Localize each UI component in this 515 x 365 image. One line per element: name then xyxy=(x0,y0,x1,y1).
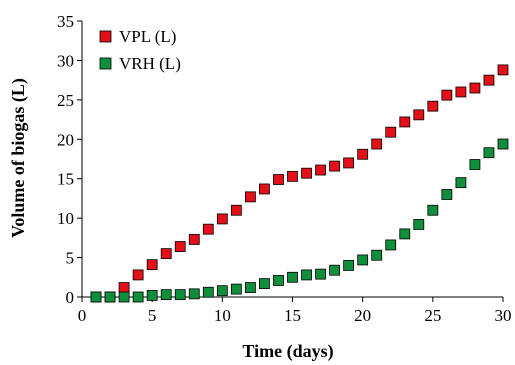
data-point-marker xyxy=(174,289,186,301)
data-point-marker xyxy=(301,269,312,281)
y-axis-ticks: 0 5 10 15 20 25 30 35 xyxy=(57,12,82,307)
data-point-marker xyxy=(118,291,130,303)
data-point-marker xyxy=(469,159,481,170)
y-tick-label: 35 xyxy=(57,12,74,31)
data-point-marker xyxy=(188,234,200,245)
data-point-marker xyxy=(413,219,425,230)
data-point-marker xyxy=(259,278,270,289)
data-point-marker xyxy=(230,204,242,216)
data-point-marker xyxy=(357,254,369,266)
data-point-marker xyxy=(427,100,439,112)
data-point-marker xyxy=(385,239,397,251)
data-point-marker xyxy=(329,264,341,276)
data-point-marker xyxy=(230,283,242,295)
x-axis-title: Time (days) xyxy=(242,341,333,362)
data-point-marker xyxy=(132,291,144,303)
data-point-marker xyxy=(188,288,200,300)
y-tick-label: 10 xyxy=(57,209,74,228)
data-point-marker xyxy=(497,64,509,76)
data-markers xyxy=(90,64,509,303)
x-tick-label: 0 xyxy=(78,306,87,325)
data-point-marker xyxy=(160,289,172,301)
data-point-marker xyxy=(399,116,411,128)
legend-swatch-vpl xyxy=(99,30,112,43)
data-point-marker xyxy=(244,191,256,203)
series-vrh xyxy=(90,138,509,303)
series-vpl xyxy=(90,64,509,303)
data-point-marker xyxy=(357,148,369,160)
y-axis-title: Volume of biogas (L) xyxy=(8,78,29,238)
data-point-marker xyxy=(244,282,256,293)
x-tick-label: 5 xyxy=(148,306,157,325)
data-point-marker xyxy=(399,228,411,240)
data-point-marker xyxy=(174,241,186,252)
x-axis-ticks: 0 5 10 15 20 25 30 xyxy=(78,297,512,325)
y-tick-label: 5 xyxy=(66,249,75,268)
y-tick-label: 25 xyxy=(57,91,74,110)
data-point-marker xyxy=(146,290,158,301)
data-point-marker xyxy=(202,223,214,235)
data-point-marker xyxy=(273,174,284,185)
data-point-marker xyxy=(497,138,509,150)
data-point-marker xyxy=(483,147,495,159)
data-point-marker xyxy=(441,189,453,200)
data-point-marker xyxy=(371,249,383,261)
data-point-marker xyxy=(413,109,425,121)
data-point-marker xyxy=(483,74,495,86)
data-point-marker xyxy=(427,204,439,216)
legend-label-vrh: VRH (L) xyxy=(119,54,181,73)
legend-label-vpl: VPL (L) xyxy=(119,27,176,46)
data-point-marker xyxy=(216,213,228,225)
data-point-marker xyxy=(329,160,341,172)
data-point-marker xyxy=(146,259,158,271)
data-point-marker xyxy=(104,291,116,303)
data-point-marker xyxy=(343,157,355,169)
x-tick-label: 30 xyxy=(495,306,512,325)
legend: VPL (L) VRH (L) xyxy=(99,27,181,73)
data-point-marker xyxy=(287,170,298,182)
y-tick-label: 30 xyxy=(57,51,74,70)
data-point-marker xyxy=(90,291,102,303)
y-tick-label: 0 xyxy=(66,288,75,307)
x-tick-label: 25 xyxy=(424,306,441,325)
y-tick-label: 20 xyxy=(57,130,74,149)
data-point-marker xyxy=(385,126,397,138)
data-point-marker xyxy=(259,183,270,195)
y-tick-label: 15 xyxy=(57,170,74,189)
data-point-marker xyxy=(216,285,228,297)
data-point-marker xyxy=(371,138,383,150)
data-point-marker xyxy=(273,275,284,286)
data-point-marker xyxy=(202,286,214,298)
data-point-marker xyxy=(455,177,467,189)
data-point-marker xyxy=(455,86,467,98)
data-point-marker xyxy=(315,268,326,280)
data-point-marker xyxy=(301,167,312,179)
x-tick-label: 20 xyxy=(354,306,371,325)
data-point-marker xyxy=(118,282,130,293)
x-tick-label: 15 xyxy=(284,306,301,325)
data-point-marker xyxy=(315,164,326,176)
legend-swatch-vrh xyxy=(99,57,112,70)
data-point-marker xyxy=(132,269,144,281)
data-point-marker xyxy=(287,271,298,283)
data-point-marker xyxy=(160,248,172,260)
data-point-marker xyxy=(469,82,481,94)
x-tick-label: 10 xyxy=(214,306,231,325)
data-point-marker xyxy=(441,89,453,101)
data-point-marker xyxy=(343,260,355,271)
